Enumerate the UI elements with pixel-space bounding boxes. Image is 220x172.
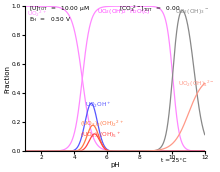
Text: (UO$_2$)$_3$(OH)$_5$$^+$: (UO$_2$)$_3$(OH)$_5$$^+$ bbox=[80, 131, 121, 141]
Text: E$_\mathregular{H}$  =   0.50 V: E$_\mathregular{H}$ = 0.50 V bbox=[29, 15, 71, 24]
Text: UO$_2$(OH)$_3$$^-$: UO$_2$(OH)$_3$$^-$ bbox=[175, 7, 209, 16]
X-axis label: pH: pH bbox=[110, 162, 120, 168]
Y-axis label: Fraction: Fraction bbox=[4, 65, 10, 93]
Text: UO$_2$(OH)$_4$$^{2-}$: UO$_2$(OH)$_4$$^{2-}$ bbox=[178, 79, 214, 89]
Text: [U]$_\mathregular{TOT}$  =   10.00 μM: [U]$_\mathregular{TOT}$ = 10.00 μM bbox=[29, 4, 89, 13]
Text: UO$_2$(OH)$_2\cdot$H$_2$O(c): UO$_2$(OH)$_2\cdot$H$_2$O(c) bbox=[97, 7, 150, 16]
Text: UO$_2$$^{2+}$: UO$_2$$^{2+}$ bbox=[27, 9, 47, 19]
Text: [CO$_3$$^{2-}$]$_\mathregular{TOT}$  =   0.00: [CO$_3$$^{2-}$]$_\mathregular{TOT}$ = 0.… bbox=[119, 4, 180, 14]
Text: t = 25°C: t = 25°C bbox=[161, 158, 186, 163]
Text: UO$_2$OH$^+$: UO$_2$OH$^+$ bbox=[85, 100, 111, 110]
Text: (UO$_2$)$_2$(OH)$_2$$^{2+}$: (UO$_2$)$_2$(OH)$_2$$^{2+}$ bbox=[80, 119, 124, 129]
